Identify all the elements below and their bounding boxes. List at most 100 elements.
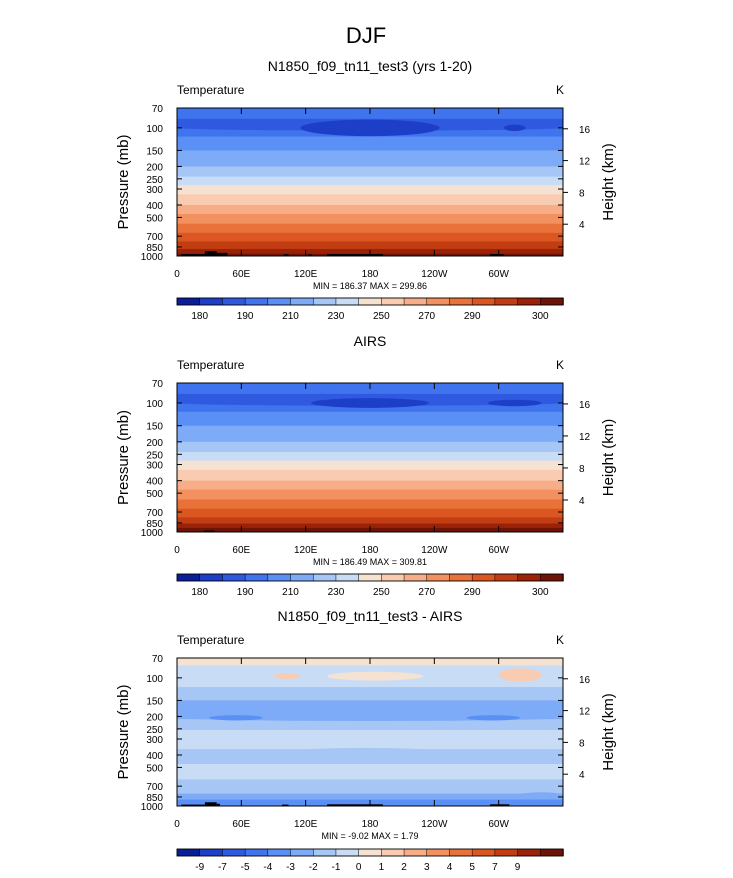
contour-band: [177, 779, 563, 795]
y-tick-label: 850: [146, 519, 163, 530]
colorbar-label: 190: [237, 311, 254, 322]
colorbar-label: 290: [464, 587, 481, 598]
y-tick-label: 500: [146, 763, 163, 774]
colorbar-label: 300: [532, 311, 549, 322]
y-tick-label: 250: [146, 450, 163, 461]
topography-mask: [203, 530, 215, 532]
x-tick-label: 180: [362, 269, 379, 280]
colorbar-label: 9: [515, 862, 521, 873]
units-label: K: [556, 358, 564, 372]
colorbar-swatch: [290, 848, 314, 857]
y-axis-label-height: Height (km): [600, 693, 617, 771]
colorbar-swatch: [494, 297, 519, 306]
y2-tick-label: 8: [579, 464, 585, 475]
contour-band: [177, 176, 563, 186]
min-max-label: MIN = -9.02 MAX = 1.79: [321, 831, 418, 841]
topography-mask: [181, 804, 205, 806]
colorbar-label: 180: [191, 311, 208, 322]
x-tick-label: 120W: [421, 269, 448, 280]
x-tick-label: 60W: [488, 269, 509, 280]
colorbar-label: -9: [195, 862, 204, 873]
y-tick-label: 300: [146, 185, 163, 196]
y-tick-label: 100: [146, 674, 163, 685]
topography-mask: [282, 804, 289, 806]
contour-feature: [466, 715, 521, 721]
colorbar-label: 250: [373, 311, 390, 322]
contour-band: [177, 425, 563, 443]
colorbar-swatch: [335, 848, 360, 857]
topography-mask: [204, 802, 217, 806]
y-tick-label: 200: [146, 712, 163, 723]
colorbar-swatch: [426, 573, 451, 582]
contour-feature: [273, 747, 456, 763]
colorbar-label: 210: [282, 311, 299, 322]
colorbar-label: 7: [492, 862, 498, 873]
y-tick-label: 300: [146, 735, 163, 746]
topography-mask: [490, 254, 505, 256]
panel-title: N1850_f09_tn11_test3 - AIRS: [278, 608, 463, 624]
colorbar-label: 230: [328, 587, 345, 598]
y-tick-label: 70: [152, 379, 164, 390]
y-tick-label: 850: [146, 793, 163, 804]
y2-tick-label: 12: [579, 157, 591, 168]
y-tick-label: 700: [146, 782, 163, 793]
contour-band: [177, 719, 563, 731]
y-tick-label: 150: [146, 146, 163, 157]
colorbar-swatch: [403, 573, 428, 582]
y2-tick-label: 12: [579, 707, 591, 718]
contour-band: [177, 205, 563, 215]
y-tick-label: 700: [146, 508, 163, 519]
colorbar-label: 2: [401, 862, 407, 873]
topography-mask: [327, 254, 383, 256]
colorbar-label: -7: [218, 862, 227, 873]
colorbar-label: 190: [237, 587, 254, 598]
contour-band: [177, 411, 563, 427]
y2-tick-label: 4: [579, 220, 585, 231]
chart-panel-3: N1850_f09_tn11_test3 - AIRS Temperature K 7…: [115, 608, 617, 873]
min-max-label: MIN = 186.37 MAX = 299.86: [313, 281, 427, 291]
contour-band: [177, 150, 563, 168]
contour-band: [177, 687, 563, 702]
x-tick-label: 120W: [421, 545, 448, 556]
contour-band: [177, 793, 563, 801]
contour-band: [177, 441, 563, 453]
topography-mask: [307, 254, 313, 256]
contour-band: [177, 241, 563, 250]
y-tick-label: 250: [146, 725, 163, 736]
colorbar-swatch: [335, 297, 360, 306]
contour-band: [177, 508, 563, 518]
x-tick-label: 60E: [232, 269, 250, 280]
variable-label: Temperature: [177, 633, 245, 647]
x-tick-label: 120E: [294, 545, 318, 556]
colorbar-label: 230: [328, 311, 345, 322]
colorbar-label: -2: [309, 862, 318, 873]
x-tick-label: 60E: [232, 819, 250, 830]
x-tick-label: 0: [174, 545, 180, 556]
contour-feature: [504, 124, 526, 132]
contour-feature: [300, 119, 440, 137]
contour-band: [177, 452, 563, 462]
colorbar-swatch: [517, 848, 542, 857]
y-tick-label: 70: [152, 654, 164, 665]
colorbar-label: 180: [191, 587, 208, 598]
y2-tick-label: 8: [579, 738, 585, 749]
contour-feature: [327, 671, 424, 681]
colorbar-swatch: [244, 573, 269, 582]
y-tick-label: 500: [146, 213, 163, 224]
y-axis-label-height: Height (km): [600, 143, 617, 221]
topography-mask: [284, 254, 289, 256]
colorbar-label: -5: [241, 862, 250, 873]
y-tick-label: 70: [152, 104, 164, 115]
colorbar-swatch: [403, 848, 428, 857]
contour-band: [177, 460, 563, 471]
panel-title: N1850_f09_tn11_test3 (yrs 1-20): [268, 58, 472, 74]
y2-tick-label: 12: [579, 432, 591, 443]
y-tick-label: 250: [146, 175, 163, 186]
colorbar-swatch: [449, 297, 473, 306]
colorbar-swatch: [358, 848, 383, 857]
colorbar-swatch: [358, 573, 383, 582]
contour-band: [177, 232, 563, 243]
x-tick-label: 0: [174, 819, 180, 830]
topography-mask: [204, 251, 217, 256]
y-axis-label-height: Height (km): [600, 419, 617, 497]
